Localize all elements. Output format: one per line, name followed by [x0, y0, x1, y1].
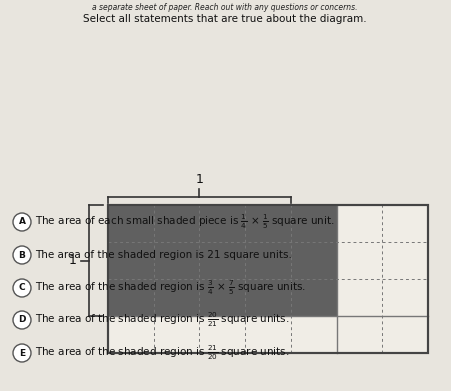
Text: The area of the shaded region is $\frac{20}{21}$ square units.: The area of the shaded region is $\frac{…	[35, 311, 290, 329]
Text: The area of the shaded region is $\frac{21}{20}$ square units.: The area of the shaded region is $\frac{…	[35, 344, 290, 362]
Text: Select all statements that are true about the diagram.: Select all statements that are true abou…	[83, 14, 367, 24]
Circle shape	[13, 344, 31, 362]
Bar	[108, 205, 428, 353]
Circle shape	[13, 311, 31, 329]
Bar	[108, 205, 428, 353]
Text: C: C	[18, 283, 25, 292]
Text: A: A	[18, 217, 26, 226]
Text: B: B	[18, 251, 25, 260]
Text: a separate sheet of paper. Reach out with any questions or concerns.: a separate sheet of paper. Reach out wit…	[92, 3, 358, 12]
Text: 1: 1	[69, 254, 77, 267]
Text: The area of the shaded region is 21 square units.: The area of the shaded region is 21 squa…	[35, 250, 292, 260]
Text: The area of each small shaded piece is $\frac{1}{4}$ × $\frac{1}{5}$ square unit: The area of each small shaded piece is $…	[35, 213, 335, 231]
Circle shape	[13, 279, 31, 297]
Text: D: D	[18, 316, 26, 325]
Text: 1: 1	[195, 173, 203, 186]
Bar	[108, 205, 336, 316]
Circle shape	[13, 213, 31, 231]
Text: E: E	[19, 348, 25, 357]
Text: The area of the shaded region is $\frac{3}{4}$ × $\frac{7}{5}$ square units.: The area of the shaded region is $\frac{…	[35, 279, 306, 297]
Circle shape	[13, 246, 31, 264]
